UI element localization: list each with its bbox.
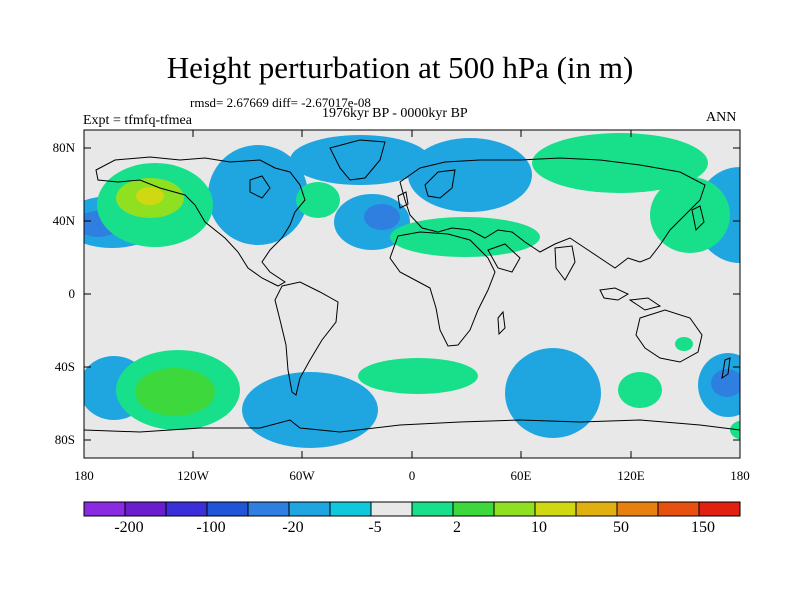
eurasia-outline [399,157,706,269]
lon-label-0: 0 [408,468,416,483]
lat-label-0: 0 [68,286,76,301]
contour-fills [84,133,740,448]
colorbar-swatch [616,501,659,517]
africa-outline [389,231,496,347]
colorbar-label: -100 [196,519,226,536]
anomaly-greenland [290,135,430,185]
colorbar-swatch [452,501,495,517]
hudson-bay-outline [249,175,271,199]
lat-label-40n: 40N [52,213,75,228]
new-zealand-outline [721,357,731,380]
japan-outline [691,205,705,232]
indonesia-outline-2 [628,297,662,311]
lon-label-180e: 180 [730,468,750,483]
stats-text: rmsd= 2.67669 diff= -2.67017e-08 [190,95,371,110]
anomaly-east-asia [650,177,730,253]
colorbar-swatch [370,501,413,517]
antarctica-outline [84,419,740,433]
anomaly-south-indian-ocean [505,348,601,438]
anomaly-west-atlantic-core [364,204,400,230]
plot-title: Height perturbation at 500 hPa (in m) [166,50,634,85]
indonesia-outline-1 [599,287,630,301]
lat-label-80n: 80N [52,140,75,155]
lat-label-40s: 40S [54,359,75,374]
colorbar-swatch [165,501,208,517]
lat-ticks [84,147,740,441]
experiment-label: Expt = tfmfq-tfmea [83,113,192,128]
colorbar [83,501,741,517]
lat-label-80s: 80S [54,432,75,447]
coastlines [84,139,740,433]
anomaly-south-pacific-core [135,368,215,416]
colorbar-label: 10 [531,519,547,536]
scandinavia-outline [424,169,456,199]
lon-ticks [192,130,632,458]
australia-outline [635,309,703,363]
colorbar-swatch [411,501,454,517]
colorbar-swatch [247,501,290,517]
colorbar-label: 50 [613,519,629,536]
anomaly-australia [675,337,693,351]
colorbar-label: -5 [368,519,382,536]
colorbar-swatch [534,501,577,517]
colorbar-label: 2 [453,519,461,536]
anomaly-south-pacific-east-core [711,369,740,397]
anomaly-alaska-peak [136,187,164,205]
colorbar-swatch [698,501,741,517]
anomaly-antarctic-pacific [730,420,740,440]
colorbar-swatch [493,501,536,517]
india-outline [554,245,576,281]
colorbar-swatch [575,501,618,517]
british-isles-outline [397,191,409,209]
madagascar-outline [497,310,506,336]
lon-label-120e: 120E [617,468,645,483]
anomaly-northern-eurasia [408,138,532,212]
lon-label-180w: 180 [74,468,94,483]
colorbar-swatch [288,501,331,517]
colorbar-label: -200 [114,519,144,536]
period-text: 1976kyr BP - 0000kyr BP [322,106,468,121]
anomaly-east-canada [296,182,340,218]
colorbar-swatch [83,501,126,517]
anomaly-mediterranean [390,217,540,257]
colorbar-swatch [657,501,700,517]
anomaly-south-atlantic [358,358,478,394]
south-america-outline [274,281,339,396]
anomaly-south-indian-east [618,372,662,408]
colorbar-swatch [329,501,372,517]
colorbar-swatch [206,501,249,517]
lon-label-120w: 120W [177,468,209,483]
lon-label-60w: 60W [289,468,315,483]
anomaly-southern-ocean-america [242,372,378,448]
colorbar-label: -20 [282,519,304,536]
lon-label-60e: 60E [510,468,532,483]
colorbar-swatch [124,501,167,517]
season-label: ANN [706,110,737,125]
arabia-outline [487,243,521,273]
north-america-outline [95,156,306,287]
greenland-outline [329,139,386,181]
colorbar-label: 150 [691,519,715,536]
